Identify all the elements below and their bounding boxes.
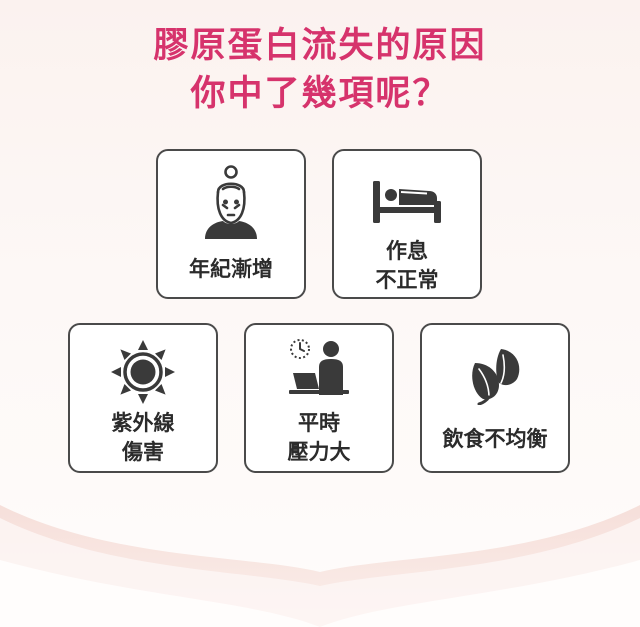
cause-card-age: 年紀漸增 (156, 149, 306, 299)
bed-icon (334, 179, 480, 227)
cause-card-sleep-label: 作息 不正常 (375, 239, 439, 292)
cause-card-uv-label: 紫外線 傷害 (111, 411, 175, 464)
title-line-2: 你中了幾項呢？ (190, 74, 450, 114)
elderly-woman-icon (158, 165, 304, 243)
cause-card-stress: 平時 壓力大 (244, 323, 394, 473)
title-line-1: 膠原蛋白流失的原因 (153, 26, 487, 66)
page-title: 膠原蛋白流失的原因 你中了幾項呢？ (0, 22, 640, 118)
cause-card-stress-label: 平時 壓力大 (287, 411, 351, 464)
sun-icon (70, 338, 216, 410)
cause-card-age-label: 年紀漸增 (189, 257, 273, 281)
cause-card-diet: 飲食不均衡 (420, 323, 570, 473)
cause-card-diet-label: 飲食不均衡 (442, 427, 548, 451)
leafy-vegetable-icon (422, 345, 568, 409)
working-at-computer-icon (246, 337, 392, 401)
cause-card-uv: 紫外線 傷害 (68, 323, 218, 473)
cause-card-sleep: 作息 不正常 (332, 149, 482, 299)
